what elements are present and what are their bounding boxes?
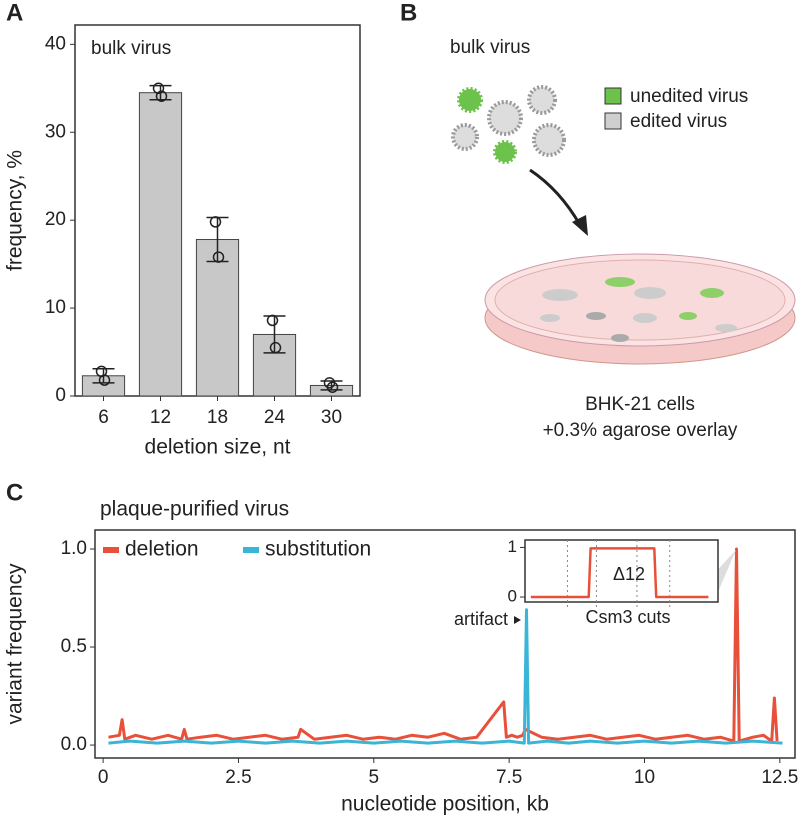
data-point — [326, 381, 339, 393]
y-tick-label: 1 — [508, 537, 517, 556]
caption: +0.3% agarose overlay — [543, 420, 738, 441]
arrow-head — [572, 215, 588, 236]
data-point — [209, 216, 222, 228]
y-axis-label: frequency, % — [4, 150, 27, 271]
zoom-wedge — [688, 549, 736, 602]
x-tick-label: 24 — [264, 407, 286, 428]
bar — [138, 92, 183, 397]
bar — [195, 239, 240, 397]
virus — [457, 87, 483, 113]
y-tick-label: 0.5 — [61, 636, 87, 657]
x-tick-label: 12 — [150, 407, 171, 428]
y-tick-label: 20 — [45, 209, 66, 230]
x-tick-label: 10 — [634, 767, 655, 788]
data-point — [212, 251, 225, 263]
x-tick-label: 0 — [98, 767, 109, 788]
virus — [493, 140, 517, 164]
y-tick-label: 40 — [45, 33, 66, 54]
series-line — [530, 547, 709, 599]
virus — [487, 100, 523, 136]
virus — [532, 123, 566, 157]
x-tick-label: 6 — [98, 407, 109, 428]
panel-label: A — [6, 0, 23, 26]
y-tick-label: 30 — [45, 121, 66, 142]
arrow — [529, 168, 582, 226]
y-tick-label: 0.0 — [61, 734, 87, 755]
virus — [451, 123, 479, 151]
annotation: bulk virus — [91, 38, 171, 59]
legend-label: edited virus — [630, 111, 727, 132]
legend-swatch — [103, 547, 119, 553]
annotation: artifact — [454, 609, 508, 629]
annotation: Δ12 — [613, 564, 645, 584]
dish-agar — [494, 259, 786, 341]
y-tick-label: 0 — [55, 385, 66, 406]
legend-label: unedited virus — [630, 86, 748, 107]
series-line — [108, 547, 779, 743]
y-axis-label: variant frequency — [4, 563, 27, 725]
legend-label: substitution — [265, 538, 371, 561]
panel-label: C — [6, 479, 23, 506]
x-axis-label: deletion size, nt — [145, 436, 291, 459]
data-point — [152, 82, 165, 95]
legend-swatch — [604, 87, 622, 105]
data-point — [98, 374, 111, 386]
x-tick-label: 2.5 — [225, 767, 251, 788]
y-tick-label: 1.0 — [61, 538, 87, 559]
legend-swatch — [604, 112, 622, 130]
x-tick-label: 5 — [369, 767, 380, 788]
x-tick-label: 30 — [321, 407, 342, 428]
data-point — [155, 90, 168, 102]
x-tick-label: 18 — [207, 407, 228, 428]
x-tick-label: 12.5 — [761, 767, 798, 788]
annotation-arrow — [514, 616, 521, 624]
chart-title: plaque-purified virus — [100, 498, 289, 521]
diagram-title: bulk virus — [450, 37, 530, 58]
data-point — [266, 314, 279, 327]
virus — [527, 85, 557, 115]
data-point — [269, 341, 282, 354]
inset-label: Csm3 cuts — [585, 607, 670, 627]
plaques — [540, 277, 737, 342]
x-axis-label: nucleotide position, kb — [341, 793, 549, 816]
legend-swatch — [243, 547, 259, 553]
caption: BHK-21 cells — [585, 394, 695, 415]
virus-diagram: bulk virus unedited virus edited virus B… — [450, 37, 796, 441]
y-tick-label: 0 — [508, 587, 517, 606]
plot-frame — [524, 539, 719, 603]
x-tick-label: 7.5 — [496, 767, 522, 788]
series-line — [108, 608, 783, 745]
legend-label: deletion — [125, 538, 199, 561]
y-tick-label: 10 — [45, 297, 66, 318]
panel-label: B — [400, 0, 417, 26]
